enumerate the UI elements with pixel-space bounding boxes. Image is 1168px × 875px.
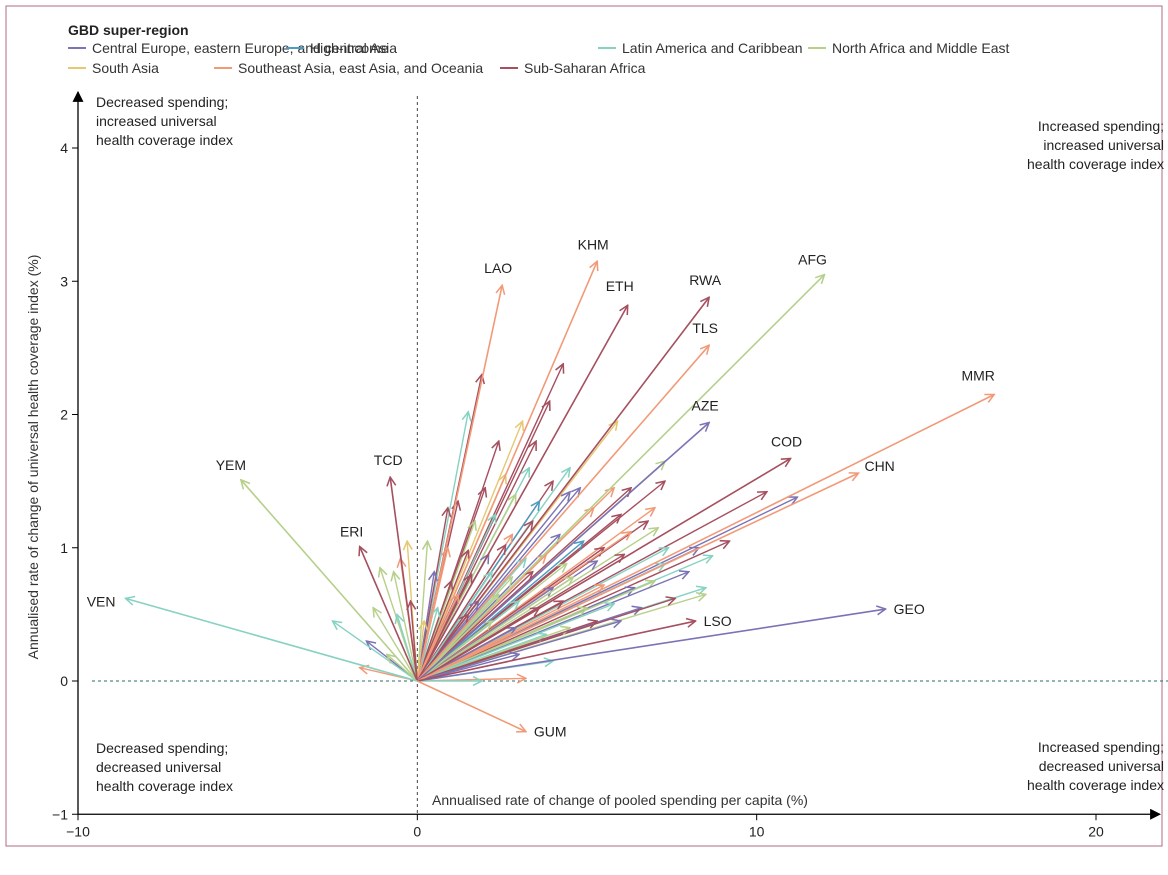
reference-lines bbox=[92, 96, 1168, 815]
vector-arrow-afg bbox=[416, 275, 824, 682]
vector-arrow-tcd bbox=[390, 477, 419, 682]
vector-label: ERI bbox=[340, 523, 363, 539]
vector-label: LSO bbox=[704, 613, 732, 629]
vector-label: LAO bbox=[484, 260, 512, 276]
vector-arrow bbox=[417, 621, 597, 682]
vector-label: YEM bbox=[216, 457, 246, 473]
legend-item: Central Europe, eastern Europe, and cent… bbox=[68, 40, 397, 56]
quadrant-note-bottom-left: Decreased spending; decreased universal he… bbox=[96, 740, 233, 794]
vector-arrow-aze bbox=[416, 422, 709, 682]
quadrant-note-bottom-right: Increased spending; decreased universal he… bbox=[1027, 739, 1164, 793]
vector-arrow-geo bbox=[417, 609, 885, 682]
vector-arrow-ven bbox=[126, 598, 418, 682]
vector-arrow-gum bbox=[416, 680, 526, 732]
y-tick-label: 2 bbox=[60, 407, 68, 423]
vector-arrow-eri bbox=[360, 546, 419, 682]
vector-arrow bbox=[417, 621, 621, 682]
vector-label: KHM bbox=[578, 236, 609, 252]
y-tick-label: −1 bbox=[52, 806, 68, 822]
vector-label: TCD bbox=[374, 452, 403, 468]
x-tick-label: 20 bbox=[1088, 823, 1104, 839]
vector-arrow-mmr bbox=[416, 395, 994, 682]
legend-label: Sub-Saharan Africa bbox=[524, 60, 646, 76]
vector-arrow-eth bbox=[416, 305, 627, 682]
vectors: LAO KHM ETH RWA AFG TLS MMR AZE COD CHN YEM TCD ERI V… bbox=[87, 236, 995, 740]
vector-label: RWA bbox=[689, 272, 722, 288]
y-tick-label: 1 bbox=[60, 540, 68, 556]
vector-arrow bbox=[417, 541, 729, 682]
vector-label: AFG bbox=[798, 252, 827, 268]
vector-label: ETH bbox=[606, 278, 634, 294]
quadrant-note-top-right: Increased spending; increased universal he… bbox=[1027, 118, 1164, 172]
vector-arrow-lao bbox=[416, 285, 502, 682]
vector-label: MMR bbox=[961, 368, 994, 384]
y-tick-label: 0 bbox=[60, 673, 68, 689]
vector-arrow-cod bbox=[416, 458, 790, 682]
x-tick-label: −10 bbox=[66, 823, 90, 839]
vector-arrow bbox=[416, 541, 583, 682]
vector-arrow-tls bbox=[416, 345, 709, 682]
vector-arrow bbox=[417, 608, 587, 682]
vector-arrow bbox=[416, 541, 427, 682]
y-tick-label: 3 bbox=[60, 273, 68, 289]
vector-arrow bbox=[416, 621, 424, 682]
vector-arrow-chn bbox=[416, 473, 858, 682]
quadrant-notes: Decreased spending; increased universal he… bbox=[96, 94, 1164, 794]
legend-label: Southeast Asia, east Asia, and Oceania bbox=[238, 60, 483, 76]
legend-item: South Asia bbox=[68, 60, 159, 76]
legend-item: Latin America and Caribbean bbox=[598, 40, 803, 56]
vector-arrow-khm bbox=[416, 261, 597, 682]
vector-arrow bbox=[416, 577, 573, 682]
vector-arrow bbox=[416, 492, 570, 682]
vector-label: TLS bbox=[692, 320, 718, 336]
x-axis-label: Annualised rate of change of pooled spen… bbox=[432, 792, 808, 808]
legend-item: North Africa and Middle East bbox=[808, 40, 1010, 56]
vector-arrow bbox=[416, 581, 451, 682]
legend-label: High-income bbox=[310, 40, 389, 56]
quadrant-note-top-left: Decreased spending; increased universal he… bbox=[96, 94, 233, 148]
vector-arrow bbox=[416, 528, 658, 682]
x-tick-label: 0 bbox=[413, 823, 421, 839]
vector-label: GEO bbox=[894, 601, 925, 617]
legend-label: South Asia bbox=[92, 60, 159, 76]
vector-label: GUM bbox=[534, 724, 567, 740]
vector-arrow-rwa bbox=[416, 297, 709, 682]
vector-arrow-lso bbox=[417, 621, 695, 682]
vector-label: CHN bbox=[864, 458, 894, 474]
vector-arrow bbox=[373, 608, 418, 682]
x-tick-label: 10 bbox=[749, 823, 765, 839]
vector-label: AZE bbox=[692, 397, 719, 413]
y-axis-label: Annualised rate of change of universal h… bbox=[25, 255, 41, 660]
panel-border bbox=[5, 5, 1163, 847]
legend-label: Central Europe, eastern Europe, and cent… bbox=[92, 40, 397, 56]
vector-arrow bbox=[333, 621, 418, 682]
legend-title: GBD super-region bbox=[68, 22, 189, 38]
vector-arrow bbox=[394, 572, 419, 682]
legend-item: Southeast Asia, east Asia, and Oceania bbox=[214, 60, 483, 76]
vector-arrow bbox=[387, 654, 418, 682]
vector-arrow bbox=[416, 572, 492, 682]
vector-arrow bbox=[417, 604, 614, 682]
legend-label: North Africa and Middle East bbox=[832, 40, 1010, 56]
y-tick-label: 4 bbox=[60, 140, 68, 156]
vector-arrow bbox=[397, 614, 419, 682]
legend-label: Latin America and Caribbean bbox=[622, 40, 803, 56]
legend-item: High-income bbox=[286, 40, 389, 56]
vector-arrow-yem bbox=[241, 480, 418, 682]
legend-item: Sub-Saharan Africa bbox=[500, 60, 646, 76]
vector-label: COD bbox=[771, 433, 802, 449]
legend: GBD super-region Central Europe, eastern… bbox=[68, 22, 1010, 76]
vector-label: VEN bbox=[87, 593, 116, 609]
